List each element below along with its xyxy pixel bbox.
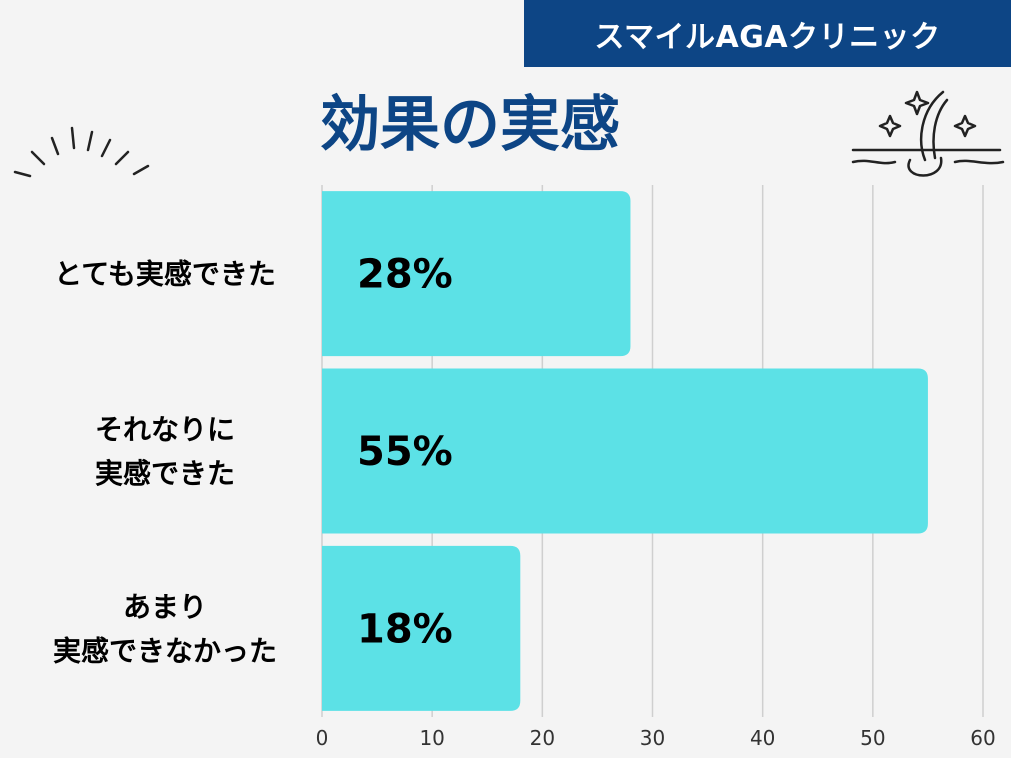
bar-value-label: 28%	[357, 252, 453, 298]
x-tick-label: 10	[419, 726, 444, 750]
bar-value-label: 55%	[357, 429, 453, 475]
hair-follicle-icon	[851, 90, 1005, 177]
x-tick-label: 40	[750, 726, 775, 750]
sparkle-lines-icon	[13, 126, 150, 178]
category-label: 実感できた	[95, 457, 235, 490]
category-label: とても実感できた	[54, 258, 276, 291]
x-tick-label: 60	[970, 726, 995, 750]
category-label: あまり	[123, 590, 207, 623]
bar	[322, 191, 631, 357]
category-label: それなりに	[95, 413, 235, 446]
x-tick-label: 20	[530, 726, 555, 750]
bar	[322, 545, 521, 711]
bar	[322, 368, 928, 534]
category-label: 実感できなかった	[53, 634, 277, 667]
x-tick-label: 0	[316, 726, 329, 750]
x-tick-label: 50	[860, 726, 885, 750]
x-tick-label: 30	[640, 726, 665, 750]
brand-name: スマイルAGAクリニック	[594, 19, 941, 55]
bar-value-label: 18%	[357, 606, 453, 652]
brand-banner: スマイルAGAクリニック	[524, 0, 1011, 67]
chart-title: 効果の実感	[320, 90, 620, 160]
